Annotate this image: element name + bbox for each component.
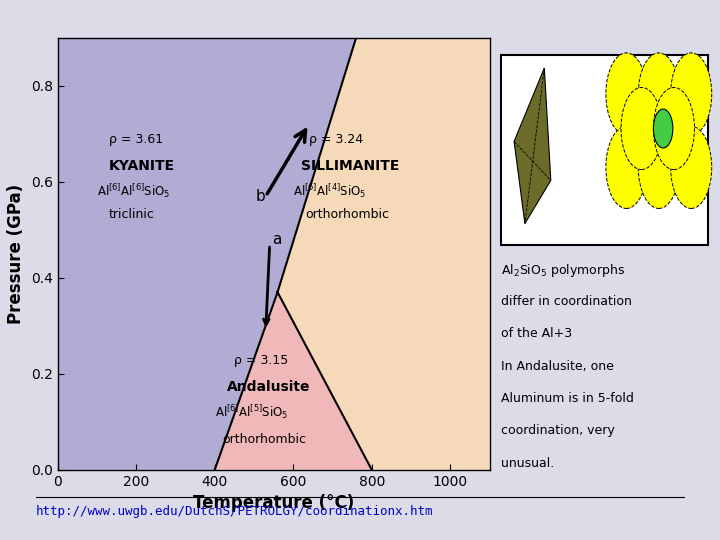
Text: In Andalusite, one: In Andalusite, one (501, 360, 614, 373)
Text: http://www.uwgb.edu/DutchS/PETROLGY/coordinationx.htm: http://www.uwgb.edu/DutchS/PETROLGY/coor… (36, 505, 433, 518)
Polygon shape (58, 38, 356, 470)
Text: unusual.: unusual. (501, 457, 554, 470)
FancyBboxPatch shape (501, 55, 708, 245)
Circle shape (671, 126, 711, 208)
Text: triclinic: triclinic (109, 208, 155, 221)
X-axis label: Temperature (°C): Temperature (°C) (193, 494, 354, 512)
Text: b: b (256, 189, 266, 204)
Text: Al$^{[6]}$Al$^{[5]}$SiO$_5$: Al$^{[6]}$Al$^{[5]}$SiO$_5$ (215, 403, 288, 421)
Text: of the Al+3: of the Al+3 (501, 327, 572, 340)
Text: KYANITE: KYANITE (109, 159, 175, 173)
Text: orthorhombic: orthorhombic (222, 434, 307, 447)
Circle shape (654, 87, 694, 170)
Polygon shape (514, 68, 551, 224)
Polygon shape (215, 292, 372, 470)
Circle shape (653, 109, 672, 148)
Circle shape (638, 53, 679, 135)
Text: Aluminum is in 5-fold: Aluminum is in 5-fold (501, 392, 634, 405)
Circle shape (606, 126, 647, 208)
Text: a: a (271, 232, 281, 247)
Y-axis label: Pressure (GPa): Pressure (GPa) (7, 184, 25, 324)
Text: Al$_2$SiO$_5$ polymorphs: Al$_2$SiO$_5$ polymorphs (501, 262, 626, 279)
Text: SILLIMANITE: SILLIMANITE (301, 159, 400, 173)
Text: ρ = 3.61: ρ = 3.61 (109, 133, 163, 146)
Text: orthorhombic: orthorhombic (305, 208, 389, 221)
Polygon shape (277, 38, 490, 470)
Circle shape (621, 87, 662, 170)
Text: coordination, very: coordination, very (501, 424, 615, 437)
Circle shape (671, 53, 711, 135)
Text: differ in coordination: differ in coordination (501, 295, 632, 308)
Circle shape (638, 126, 679, 208)
Text: Andalusite: Andalusite (227, 380, 310, 394)
Text: Al$^{[6]}$Al$^{[6]}$SiO$_5$: Al$^{[6]}$Al$^{[6]}$SiO$_5$ (97, 183, 171, 200)
Text: Al$^{[6]}$Al$^{[4]}$SiO$_5$: Al$^{[6]}$Al$^{[4]}$SiO$_5$ (293, 183, 366, 200)
Text: ρ = 3.15: ρ = 3.15 (234, 354, 289, 367)
Text: ρ = 3.24: ρ = 3.24 (309, 133, 363, 146)
Circle shape (606, 53, 647, 135)
